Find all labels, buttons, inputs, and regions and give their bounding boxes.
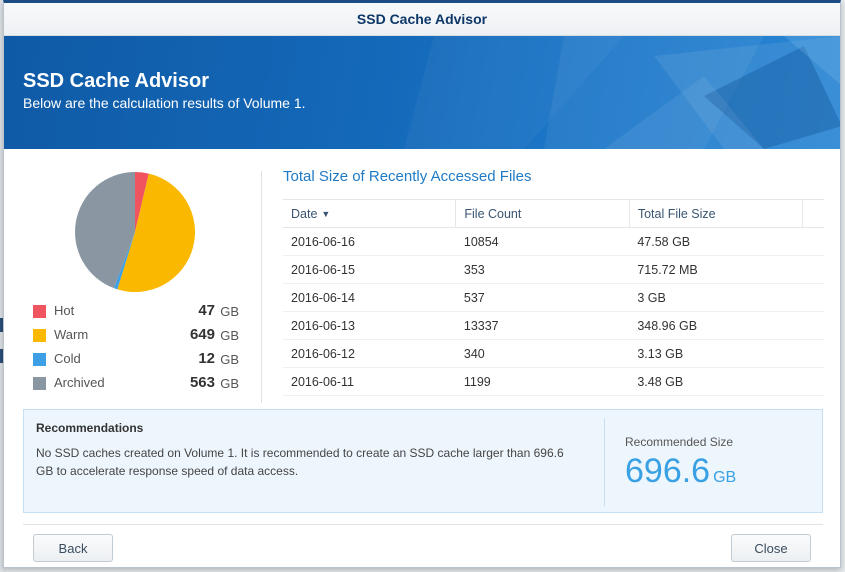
recommended-size: 696.6 GB xyxy=(625,452,736,491)
cell-total-size: 348.96 GB xyxy=(629,311,803,340)
table-row[interactable]: 2016-06-15 353 715.72 MB xyxy=(283,255,824,284)
cell-date: 2016-06-16 xyxy=(283,227,456,256)
cell-file-count: 537 xyxy=(455,283,630,312)
recommendations-title: Recommendations xyxy=(36,421,144,435)
cell-file-count: 340 xyxy=(455,339,630,368)
recent-files-table: Date ▼ File Count Total File Size 2016-06… xyxy=(283,199,824,396)
column-header-date-label: Date xyxy=(291,206,318,221)
recommended-size-unit: GB xyxy=(713,469,737,486)
background-window-marker xyxy=(0,318,4,332)
column-header-filler xyxy=(802,199,824,228)
cell-file-count: 10854 xyxy=(455,227,630,256)
legend-swatch xyxy=(33,353,46,366)
recommendations-separator xyxy=(604,418,605,506)
cell-total-size: 47.58 GB xyxy=(629,227,803,256)
background-window-marker xyxy=(0,349,4,363)
cell-total-size: 3.13 GB xyxy=(629,339,803,368)
column-header-date[interactable]: Date ▼ xyxy=(283,199,457,228)
legend-item-archived: Archived 563 GB xyxy=(33,373,239,397)
banner-subtitle: Below are the calculation results of Vol… xyxy=(23,95,306,111)
legend-value: 649 xyxy=(189,326,215,343)
legend-unit: GB xyxy=(220,376,239,391)
legend-unit: GB xyxy=(220,352,239,367)
cell-total-size: 3 GB xyxy=(629,283,803,312)
cell-filler xyxy=(802,227,824,256)
table-row[interactable]: 2016-06-14 537 3 GB xyxy=(283,283,824,312)
window-title: SSD Cache Advisor xyxy=(4,3,840,36)
legend-unit: GB xyxy=(220,328,239,343)
cell-date: 2016-06-13 xyxy=(283,311,456,340)
close-button[interactable]: Close xyxy=(731,534,811,562)
legend-value: 563 xyxy=(189,374,215,391)
table-row[interactable]: 2016-06-13 13337 348.96 GB xyxy=(283,311,824,340)
cell-filler xyxy=(802,283,824,312)
back-button[interactable]: Back xyxy=(33,534,113,562)
banner-decoration xyxy=(404,36,840,149)
legend-swatch xyxy=(33,329,46,342)
column-header-file-count-label: File Count xyxy=(464,206,522,221)
legend-unit: GB xyxy=(220,304,239,319)
banner-heading: SSD Cache Advisor xyxy=(23,70,209,92)
legend-label: Cold xyxy=(54,351,81,366)
pie-slice-hot xyxy=(135,172,149,232)
legend-swatch xyxy=(33,377,46,390)
pie-slice-archived xyxy=(74,172,135,289)
cell-file-count: 1199 xyxy=(455,367,630,396)
cell-total-size: 3.48 GB xyxy=(629,367,803,396)
table-row[interactable]: 2016-06-11 1199 3.48 GB xyxy=(283,367,824,396)
recommended-size-label: Recommended Size xyxy=(625,435,734,449)
table-row[interactable]: 2016-06-16 10854 47.58 GB xyxy=(283,227,824,256)
cell-total-size: 715.72 MB xyxy=(629,255,803,284)
cell-filler xyxy=(802,255,824,284)
recommendations-panel: Recommendations No SSD caches created on… xyxy=(23,409,823,513)
cell-date: 2016-06-11 xyxy=(283,367,456,396)
recommended-size-value: 696.6 xyxy=(625,452,711,490)
cell-file-count: 353 xyxy=(455,255,630,284)
legend-swatch xyxy=(33,305,46,318)
usage-pie-chart xyxy=(74,172,195,292)
pane-divider xyxy=(261,171,262,403)
sort-descending-icon: ▼ xyxy=(321,208,331,219)
legend-item-warm: Warm 649 GB xyxy=(33,325,239,349)
column-header-total-size[interactable]: Total File Size xyxy=(629,199,804,228)
column-header-total-size-label: Total File Size xyxy=(637,206,716,221)
cell-date: 2016-06-14 xyxy=(283,283,456,312)
recommendations-text: No SSD caches created on Volume 1. It is… xyxy=(36,446,564,478)
column-header-file-count[interactable]: File Count xyxy=(455,199,630,228)
legend-label: Archived xyxy=(54,375,105,390)
legend-value: 47 xyxy=(198,302,215,319)
legend-item-hot: Hot 47 GB xyxy=(33,301,239,325)
cell-filler xyxy=(802,339,824,368)
cell-date: 2016-06-15 xyxy=(283,255,456,284)
footer-divider xyxy=(23,524,823,525)
usage-legend: Hot 47 GB Warm 649 GB Cold 12 GB Archived 563 GB xyxy=(33,301,239,397)
table-row[interactable]: 2016-06-12 340 3.13 GB xyxy=(283,339,824,368)
cell-file-count: 13337 xyxy=(455,311,630,340)
cell-date: 2016-06-12 xyxy=(283,339,456,368)
ssd-cache-advisor-dialog: SSD Cache Advisor SSD Cache Advisor Belo… xyxy=(3,0,841,568)
cell-filler xyxy=(802,311,824,340)
legend-value: 12 xyxy=(198,350,215,367)
legend-item-cold: Cold 12 GB xyxy=(33,349,239,373)
pie-slice-cold xyxy=(113,232,135,290)
cell-filler xyxy=(802,367,824,396)
header-banner: SSD Cache Advisor Below are the calculat… xyxy=(4,36,840,149)
table-title: Total Size of Recently Accessed Files xyxy=(283,168,532,185)
legend-label: Warm xyxy=(54,327,89,342)
pie-slice-warm xyxy=(117,173,195,292)
legend-label: Hot xyxy=(54,303,75,318)
